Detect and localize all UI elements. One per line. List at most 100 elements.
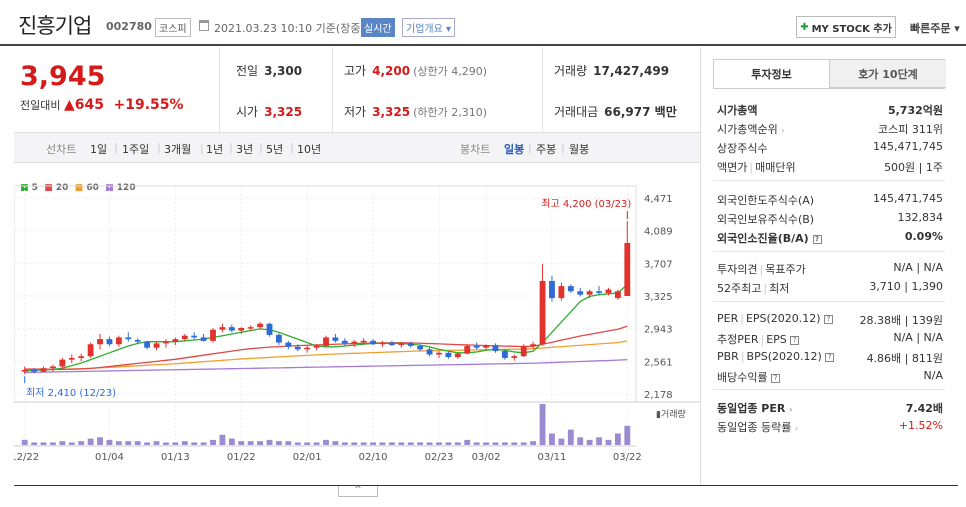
candle-body [153, 343, 160, 348]
candle-body [210, 329, 216, 341]
candle-body [360, 340, 367, 343]
candle-body [134, 339, 141, 342]
w52-high-label: 52주최고 [717, 282, 762, 295]
volume-bar [228, 438, 235, 445]
foreign-rate-label: 외국인소진율(B/A) [717, 232, 809, 245]
foreign-rate-row: 외국인소진율(B/A) ? 0.09% [717, 230, 943, 246]
market-cap-rank-row[interactable]: 시가총액순위 › 코스피 311위 [717, 121, 943, 137]
add-my-stock-button[interactable]: ✚ MY STOCK 추가 [796, 16, 896, 38]
volume-bar [445, 442, 452, 445]
volume-bar [539, 404, 546, 445]
volume-value: 17,427,499 [593, 64, 670, 78]
candle-body [614, 291, 621, 299]
w52-low-label: 최저 [769, 282, 790, 295]
volume-bar [97, 437, 103, 445]
candle-body [181, 335, 188, 340]
investment-info-panel: 투자정보 호가 10단계 시가총액 5,732억원 시가총액순위 › 코스피 3… [700, 47, 958, 485]
help-icon[interactable]: ? [790, 335, 800, 345]
candle-body [483, 345, 489, 348]
collapse-toggle[interactable]: ^ [338, 486, 378, 497]
candle-body [398, 343, 405, 346]
volume-bar [163, 442, 169, 445]
tab-1d[interactable]: 1일 [90, 143, 108, 156]
divider [713, 301, 945, 302]
trade-amount: 거래대금 66,977 백만 [554, 103, 677, 120]
candle-body [445, 352, 452, 358]
help-icon[interactable]: ? [812, 234, 822, 244]
x-tick-label: 12/22 [14, 452, 39, 463]
tab-investment-info[interactable]: 투자정보 [714, 60, 830, 88]
tab-separator: | [290, 141, 294, 154]
moving-average-ma120 [24, 358, 628, 374]
candle-body [454, 353, 461, 358]
volume-bar [614, 433, 621, 445]
candle-body [558, 286, 565, 299]
volume-bar [577, 437, 584, 445]
volume-bar [238, 441, 245, 445]
foreign-limit-label: 외국인한도주식수(A) [717, 194, 815, 207]
volume-bar [219, 434, 226, 445]
candle-body [388, 342, 395, 346]
amount-label: 거래대금 [554, 105, 599, 119]
quick-order-dropdown[interactable]: 빠른주문 ▾ [910, 22, 960, 35]
tab-3m[interactable]: 3개월 [164, 143, 192, 156]
chevron-right-icon: › [794, 424, 799, 433]
volume-bar [426, 442, 433, 445]
help-icon[interactable]: ? [825, 352, 835, 362]
tab-10y[interactable]: 10년 [297, 143, 322, 156]
volume-bar [605, 439, 612, 445]
volume-bar [144, 442, 151, 445]
line-chart-label: 선차트 [46, 143, 77, 156]
volume-bar [388, 442, 395, 445]
candle-body [219, 327, 226, 330]
candle-body [549, 280, 555, 299]
divider [713, 180, 945, 181]
candle-body [605, 289, 612, 293]
volume-bar [436, 442, 442, 445]
per-label: PER [717, 312, 739, 325]
y-tick-label: 4,089 [644, 227, 673, 238]
company-overview-dropdown[interactable]: 기업개요 ▾ [402, 18, 455, 37]
x-tick-label: 03/22 [613, 452, 642, 463]
w52-row: 52주최고 | 최저 3,710 | 1,390 [717, 280, 943, 295]
candle-body [539, 280, 546, 345]
tab-order-book[interactable]: 호가 10단계 [830, 60, 946, 88]
tab-5y[interactable]: 5년 [266, 143, 284, 156]
help-icon[interactable]: ? [771, 373, 781, 383]
tab-monthly[interactable]: 월봉 [569, 143, 590, 156]
realtime-badge[interactable]: 실시간 [361, 18, 395, 37]
target-label: 목표주가 [765, 263, 806, 276]
candle-chart-label: 봉차트 [460, 143, 491, 156]
candlestick-chart[interactable]: 4,471 4,089 3,707 3,325 2,943 2,561 2,178 12/22… [14, 172, 700, 464]
stock-header: 진흥기업 002780 코스피 2021.03.23 10:10 기준(장중) … [0, 0, 966, 46]
est-per-eps-value: N/A | N/A [893, 331, 943, 344]
moving-average-ma5 [24, 283, 628, 372]
volume-bar [106, 439, 113, 445]
candle-body [323, 337, 329, 346]
y-tick-label: 2,178 [644, 390, 673, 401]
stock-code: 002780 [106, 20, 152, 33]
candle-body [341, 340, 348, 344]
industry-change-row[interactable]: 동일업종 등락률 › +1.52% [717, 419, 943, 435]
tab-separator: | [200, 141, 204, 154]
divider [713, 389, 945, 390]
tab-weekly[interactable]: 주봉 [536, 143, 557, 156]
candle-body [436, 352, 442, 355]
market-cap-label: 시가총액 [717, 104, 758, 117]
tab-daily[interactable]: 일봉 [504, 143, 525, 156]
volume-bar [134, 441, 141, 445]
candle-body [21, 369, 28, 372]
candle-body [530, 344, 537, 346]
tab-1y[interactable]: 1년 [206, 143, 224, 156]
volume-bar [520, 442, 527, 445]
tab-3y[interactable]: 3년 [236, 143, 254, 156]
candle-body [68, 357, 75, 360]
tab-1w[interactable]: 1주일 [122, 143, 150, 156]
help-icon[interactable]: ? [824, 314, 834, 324]
candle-body [172, 339, 179, 342]
industry-per-row[interactable]: 동일업종 PER › 7.42배 [717, 400, 943, 416]
foreign-limit-row: 외국인한도주식수(A) 145,471,745 [717, 192, 943, 208]
volume-bar [313, 442, 320, 445]
par-unit-row: 액면가 | 매매단위 500원 | 1주 [717, 161, 943, 174]
opinion-row: 투자의견 | 목표주가 N/A | N/A [717, 261, 943, 276]
